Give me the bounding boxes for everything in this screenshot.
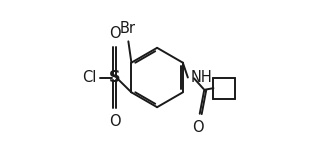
Text: NH: NH [191,70,212,85]
Text: O: O [109,114,120,129]
Text: S: S [109,70,120,85]
Text: O: O [109,26,120,41]
Text: O: O [192,120,204,135]
Text: Br: Br [120,21,136,36]
Text: Cl: Cl [82,70,97,85]
